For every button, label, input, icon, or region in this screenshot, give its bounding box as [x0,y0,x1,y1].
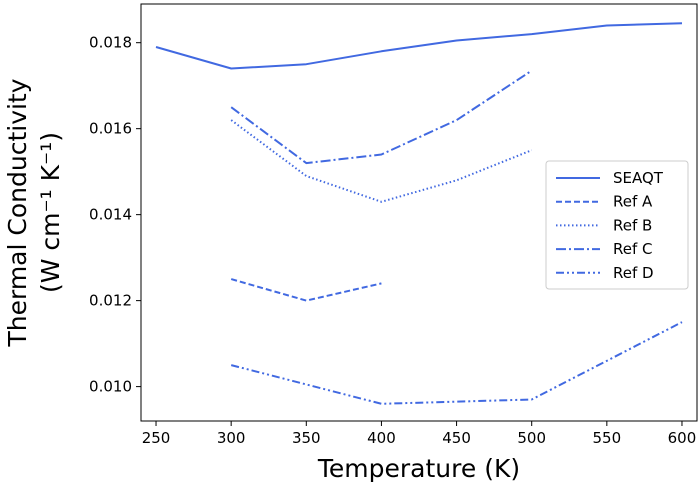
y-tick-label: 0.016 [89,120,132,138]
series-line-ref-c [230,69,533,165]
plot-frame [140,3,698,422]
legend-label: Ref A [613,193,653,211]
y-tick-label: 0.012 [89,292,132,310]
legend-box [545,160,689,290]
legend-label: Ref D [613,264,654,282]
y-axis-title-line2: (W cm⁻¹ K⁻¹) [36,132,65,293]
axes: 250 300 350 400 450 500 550 600 0.010 0.012 0.014 0… [89,3,698,447]
legend-label: Ref B [613,216,652,234]
legend: SEAQT Ref A Ref B Ref C Ref D [545,160,689,290]
legend-label: Ref C [613,240,653,258]
x-axis-title: Temperature (K) [317,454,520,483]
x-tick-label: 350 [292,429,321,447]
legend-label: SEAQT [613,169,664,187]
y-axis-title-line1: Thermal Conductivity [3,78,32,347]
x-tick-label: 300 [217,429,246,447]
x-tick-label: 250 [142,429,171,447]
y-tick-label: 0.018 [89,34,132,52]
x-tick-label: 550 [593,429,622,447]
series-line-ref-d [230,321,683,405]
x-tick-label: 400 [367,429,396,447]
y-tick-label: 0.014 [89,206,132,224]
x-tick-label: 600 [668,429,697,447]
plot-area [155,22,683,405]
series-line-seaqt [155,22,683,70]
x-tick-label: 450 [442,429,471,447]
series-line-ref-a [230,278,382,302]
x-tick-label: 500 [517,429,546,447]
y-tick-label: 0.010 [89,378,132,396]
series-line-ref-b [230,119,533,203]
